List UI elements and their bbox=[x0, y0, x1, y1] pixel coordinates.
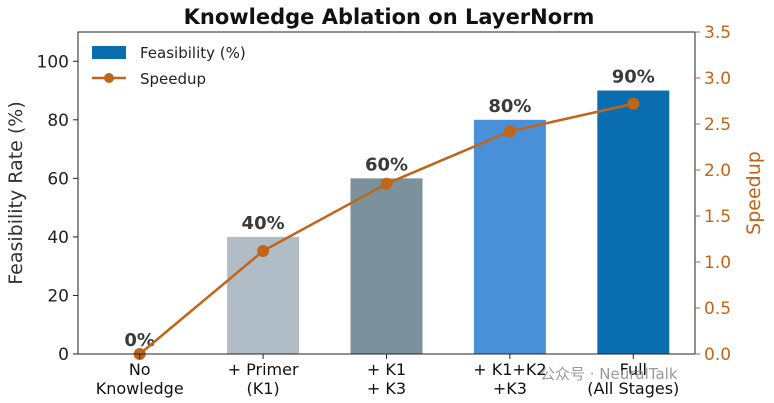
right-tick-label-7: 3.5 bbox=[704, 23, 731, 43]
speedup-point-3 bbox=[503, 125, 516, 138]
legend-swatch-feasibility bbox=[92, 46, 126, 59]
right-tick-label-2: 1.0 bbox=[704, 253, 731, 273]
x-tick-label-1: + Primer (K1) bbox=[228, 360, 299, 398]
y-axis-label-right: Speedup bbox=[743, 151, 765, 235]
right-tick-label-3: 1.5 bbox=[704, 207, 731, 227]
left-tick-label-0: 0 bbox=[58, 345, 69, 365]
chart-title: Knowledge Ablation on LayerNorm bbox=[184, 5, 595, 29]
bar-4 bbox=[597, 90, 670, 354]
speedup-point-2 bbox=[380, 177, 393, 190]
right-tick-label-5: 2.5 bbox=[704, 115, 731, 135]
x-tick-label-0: No Knowledge bbox=[96, 360, 184, 398]
left-tick-label-2: 40 bbox=[47, 228, 69, 248]
legend-label-feasibility: Feasibility (%) bbox=[140, 44, 246, 62]
x-tick-label-3: + K1+K2 +K3 bbox=[473, 360, 546, 398]
left-axis-ticks: 0 20 40 60 80 100 bbox=[37, 52, 78, 365]
bar-3 bbox=[473, 119, 546, 355]
bar-label-4: 90% bbox=[612, 67, 655, 88]
bar-label-1: 40% bbox=[242, 213, 285, 234]
right-axis-ticks: 0.0 0.5 1.0 1.5 2.0 2.5 3.0 3.5 bbox=[695, 23, 731, 365]
x-tick-label-2: + K1 + K3 bbox=[367, 360, 406, 398]
bar-label-2: 60% bbox=[365, 154, 408, 175]
right-tick-label-4: 2.0 bbox=[704, 161, 731, 181]
left-tick-label-1: 20 bbox=[47, 286, 69, 306]
x-tick-label-4: Full (All Stages) bbox=[587, 360, 679, 398]
left-tick-label-3: 60 bbox=[47, 169, 69, 189]
right-tick-label-0: 0.0 bbox=[704, 345, 731, 365]
left-tick-label-5: 100 bbox=[37, 52, 69, 72]
bar-2 bbox=[350, 178, 423, 354]
x-axis-ticks: No Knowledge + Primer (K1) + K1 + K3 + K1+K2 +K… bbox=[96, 354, 679, 398]
right-tick-label-6: 3.0 bbox=[704, 69, 731, 89]
watermark: 公众号 · NeuralTalk bbox=[540, 365, 678, 383]
bar-label-0: 0% bbox=[124, 330, 155, 351]
legend: Feasibility (%) Speedup bbox=[92, 44, 246, 88]
speedup-point-1 bbox=[257, 244, 270, 257]
legend-label-speedup: Speedup bbox=[140, 70, 206, 88]
left-tick-label-4: 80 bbox=[47, 111, 69, 131]
y-axis-label-left: Feasibility Rate (%) bbox=[5, 101, 27, 285]
legend-marker-speedup bbox=[104, 73, 114, 83]
speedup-point-4 bbox=[627, 97, 640, 110]
bar-label-3: 80% bbox=[488, 96, 531, 117]
right-tick-label-1: 0.5 bbox=[704, 299, 731, 319]
bars bbox=[227, 90, 670, 355]
bar-labels: 0% 40% 60% 80% 90% bbox=[124, 67, 654, 351]
